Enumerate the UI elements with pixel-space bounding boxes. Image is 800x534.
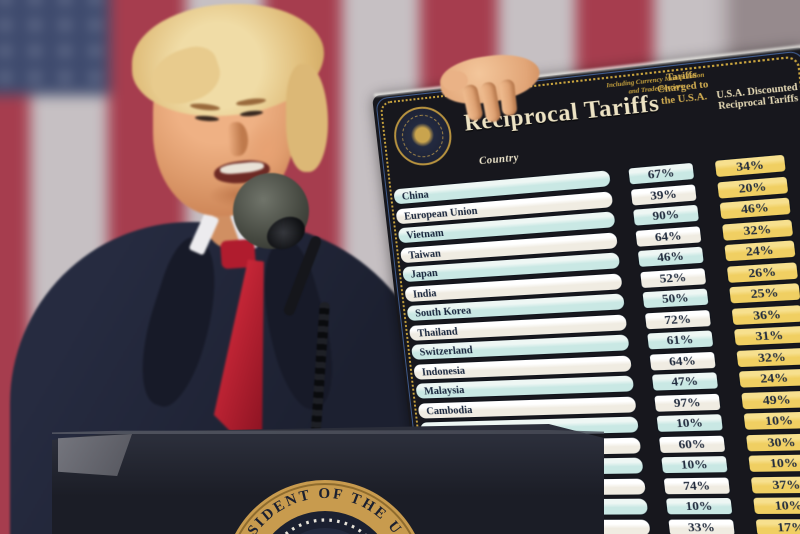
charged-header-text: Tariffs Charged to the U.S.A. xyxy=(656,70,709,108)
discounted-cell: 32% xyxy=(735,346,800,368)
discounted-cell: 10% xyxy=(751,496,800,516)
discounted-cell: 10% xyxy=(742,410,800,431)
discounted-cell: 10% xyxy=(747,453,800,473)
charged-cell: 97% xyxy=(653,392,722,413)
charged-cell: 10% xyxy=(664,496,734,516)
discounted-cell: 31% xyxy=(732,324,800,347)
charged-cell: 50% xyxy=(641,287,710,310)
charged-cell: 10% xyxy=(655,413,725,433)
discounted-cell: 25% xyxy=(727,282,800,305)
charged-cell: 52% xyxy=(638,266,708,289)
podium-presidential-seal: SIDENT OF THE U xyxy=(235,480,415,534)
flag-star-canton xyxy=(0,0,110,95)
podium-left-facet xyxy=(58,434,132,476)
charged-cell: 61% xyxy=(645,329,715,351)
charged-cell: 64% xyxy=(634,224,703,248)
finger xyxy=(498,78,518,117)
discounted-cell: 32% xyxy=(720,217,795,242)
charged-cell: 10% xyxy=(660,454,729,475)
discounted-cell: 24% xyxy=(737,367,800,389)
charged-cell: 74% xyxy=(662,475,732,495)
charged-cell: 64% xyxy=(648,350,717,372)
charged-cell: 33% xyxy=(667,517,736,534)
charged-cell: 60% xyxy=(657,434,727,454)
discounted-cell: 17% xyxy=(754,517,800,534)
discounted-cell: 24% xyxy=(723,239,797,263)
charged-cell: 72% xyxy=(643,308,713,330)
discounted-cell: 36% xyxy=(730,303,800,326)
mic-gooseneck-lower xyxy=(310,301,330,443)
hair-side xyxy=(286,64,328,172)
discounted-cell: 20% xyxy=(715,174,790,200)
charged-cell: 90% xyxy=(631,203,701,227)
podium-top-bevel xyxy=(52,430,604,434)
discounted-cell: 26% xyxy=(725,260,800,284)
discounted-cell: 46% xyxy=(718,196,792,221)
discounted-cell: 49% xyxy=(739,389,800,410)
charged-cell: 46% xyxy=(636,245,705,269)
discounted-cell: 30% xyxy=(744,431,800,452)
charged-cell: 47% xyxy=(650,371,720,392)
charged-cell: 39% xyxy=(629,182,698,207)
discounted-cell: 37% xyxy=(749,474,800,495)
